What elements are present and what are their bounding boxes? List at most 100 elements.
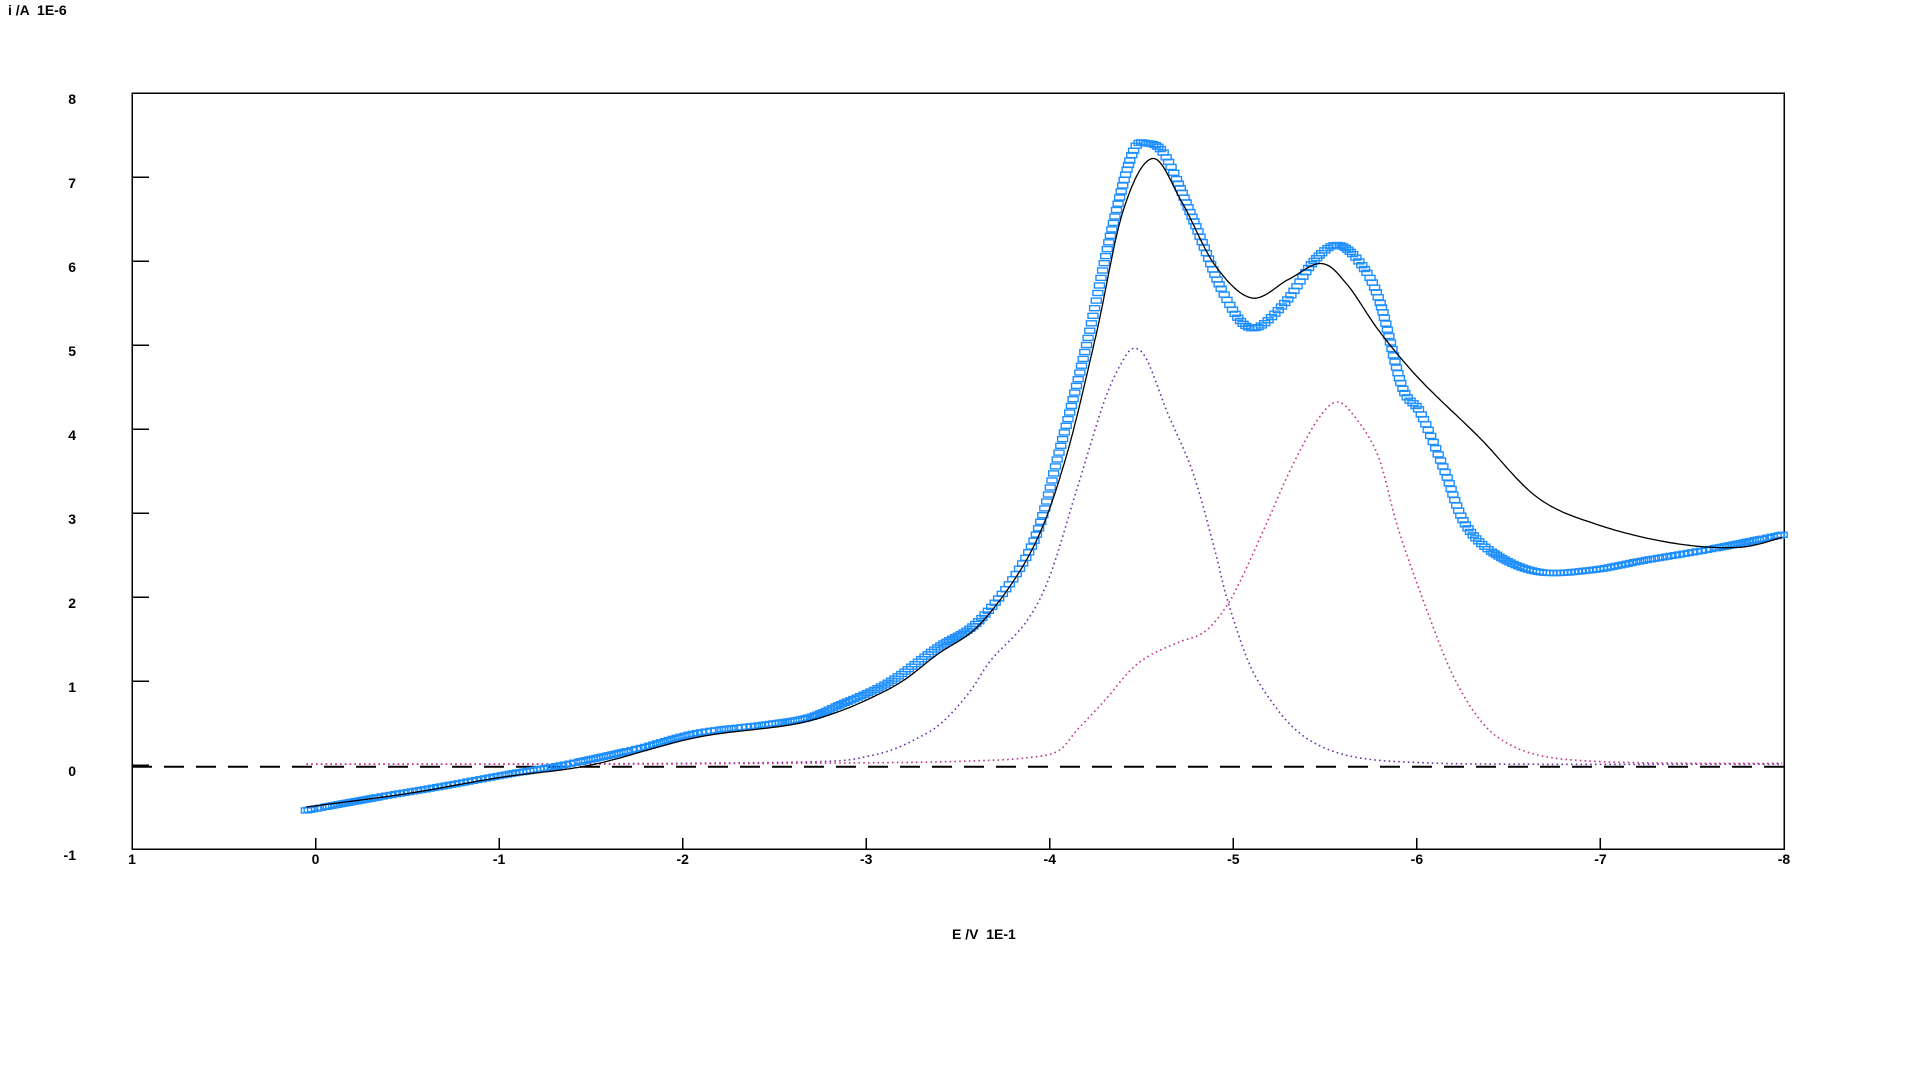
data-point-marker [1067,396,1079,403]
data-point-marker [1603,564,1615,571]
data-point-marker [1449,496,1461,504]
y-axis-title: i /A 1E-6 [8,2,67,18]
data-point-marker [1636,557,1649,564]
y-tick-label: 8 [68,91,76,107]
y-tick-label: 3 [68,511,76,527]
data-point-marker [1047,470,1060,477]
data-point-marker [1422,426,1434,434]
data-point-marker [1056,435,1069,443]
data-point-marker [1429,445,1442,452]
data-point-marker [1459,521,1472,528]
series-measured-data [300,139,1788,814]
data-point-marker [1278,299,1291,307]
data-point-marker [1380,320,1392,327]
data-point-marker [1093,282,1106,289]
data-point-marker [1441,474,1453,481]
data-point-marker [1272,306,1285,314]
data-point-marker [1099,252,1112,260]
data-point-marker [1282,296,1294,303]
data-point-marker [1165,163,1177,171]
data-point-marker [1252,324,1264,331]
data-point-marker [1115,188,1127,195]
data-point-marker [1106,226,1118,233]
data-point-marker [1412,406,1425,413]
data-point-marker [1070,382,1083,390]
data-point-marker [1053,449,1065,456]
data-point-marker [1621,560,1633,567]
data-point-marker [865,688,877,695]
data-point-marker [973,618,985,625]
data-point-marker [872,685,884,692]
data-point-marker [492,772,504,780]
data-point-marker [1669,552,1682,559]
data-point-marker [1353,258,1365,265]
data-point-marker [691,729,704,737]
data-point-marker [1606,563,1619,570]
data-point-marker [986,603,998,611]
data-point-marker [958,629,970,636]
data-point-marker [1226,306,1239,313]
data-point-marker [1427,438,1439,446]
data-point-marker [1776,531,1788,538]
data-point-marker [1390,364,1403,371]
data-point-marker [1462,525,1474,532]
data-point-marker [1410,402,1422,410]
data-point-marker [1025,543,1038,550]
y-tick-label: 2 [68,595,76,611]
x-tick-label: -6 [1411,851,1424,867]
data-point-marker [982,607,995,614]
plot-frame [131,92,1785,850]
data-point-marker [1648,555,1661,562]
data-point-marker [1269,310,1281,317]
data-point-marker [1040,498,1053,505]
data-point-marker [1032,525,1045,532]
x-tick-label: -4 [1044,851,1057,867]
data-point-marker [1652,554,1665,562]
x-axis-title: E /V 1E-1 [952,926,1016,942]
data-point-marker [1392,370,1404,377]
y-tick-label: 7 [68,175,76,191]
data-point-marker [1079,348,1091,356]
data-point-marker [1389,358,1401,365]
data-point-marker [1265,313,1278,321]
data-point-marker [1383,332,1395,340]
data-point-marker [1085,320,1098,327]
data-point-marker [1107,219,1120,227]
data-point-marker [1656,554,1669,561]
data-point-marker [1122,161,1135,169]
data-point-marker [1640,556,1653,564]
data-point-marker [1457,517,1469,524]
data-point-marker [1628,559,1641,566]
data-point-marker [1218,291,1230,298]
data-point-marker [1119,171,1132,178]
data-point-marker [1439,468,1451,476]
data-point-marker [1109,213,1121,220]
data-point-marker [683,731,695,738]
data-point-marker [858,691,870,698]
data-point-marker [1434,457,1447,464]
data-point-marker [976,614,988,622]
x-tick-label: 0 [312,851,320,867]
data-point-marker [1103,239,1115,246]
data-point-marker [1092,289,1104,297]
data-point-marker [1632,558,1645,565]
data-point-marker [1358,265,1371,273]
data-point-marker [1104,232,1117,240]
data-point-marker [1098,260,1110,267]
data-point-marker [1058,429,1071,436]
data-point-marker [1350,254,1362,261]
data-point-marker [1232,314,1244,321]
data-point-marker [938,640,950,647]
data-point-marker [1445,485,1457,493]
data-point-marker [979,611,991,618]
y-tick-label: 4 [68,427,76,443]
data-point-marker [1372,294,1384,301]
data-point-marker [1039,505,1051,512]
data-point-marker [1617,561,1630,568]
data-point-marker [1118,176,1130,184]
data-point-marker [1112,200,1124,207]
data-point-marker [1154,145,1167,153]
series-fit-component-1 [306,347,1783,766]
data-point-marker [1113,194,1126,201]
